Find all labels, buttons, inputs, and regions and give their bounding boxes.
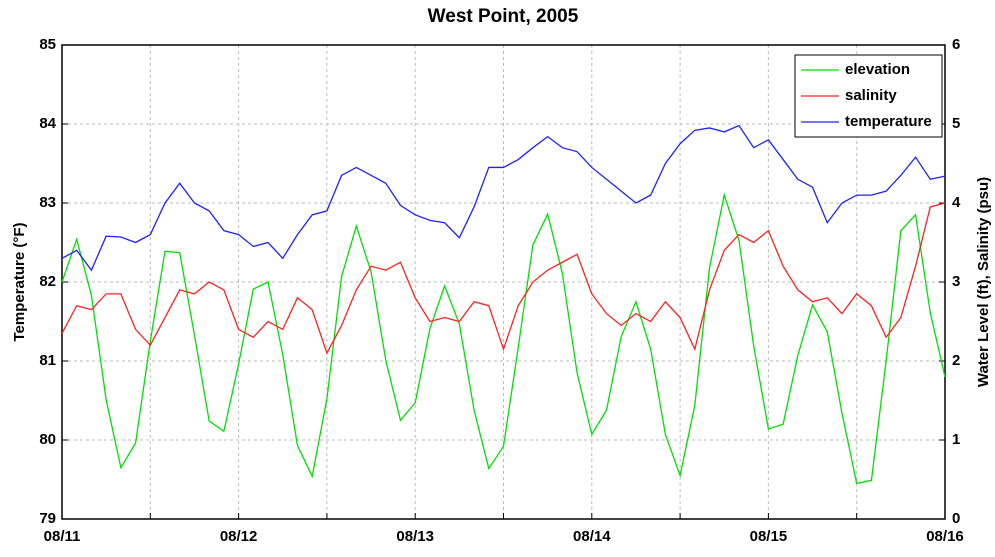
x-tick-label: 08/16	[926, 528, 964, 545]
y2-tick-label: 1	[952, 431, 960, 448]
x-tick-label: 08/11	[44, 528, 81, 545]
y-axis-label: Temperature (°F)	[11, 222, 28, 341]
y-tick-label: 85	[39, 36, 56, 53]
chart-title: West Point, 2005	[428, 6, 579, 27]
y2-tick-label: 0	[952, 510, 960, 527]
y-tick-label: 83	[39, 194, 56, 211]
series-line	[61, 124, 946, 272]
x-tick-label: 08/14	[573, 528, 611, 545]
legend-label: elevation	[845, 61, 910, 78]
series-line	[61, 192, 946, 485]
y-tick-label: 82	[39, 273, 56, 290]
y2-tick-label: 4	[952, 194, 961, 211]
x-tick-label: 08/12	[220, 528, 258, 545]
y2-tick-label: 3	[952, 273, 960, 290]
legend-label: temperature	[845, 113, 932, 130]
y-tick-label: 81	[39, 352, 56, 369]
y2-tick-label: 5	[952, 115, 960, 132]
x-tick-label: 08/15	[750, 528, 788, 545]
legend-label: salinity	[845, 87, 897, 104]
y2-tick-label: 2	[952, 352, 960, 369]
y-tick-label: 79	[39, 510, 56, 527]
y2-tick-label: 6	[952, 36, 960, 53]
x-tick-label: 08/13	[396, 528, 434, 545]
y-tick-label: 80	[39, 431, 56, 448]
series-line	[61, 202, 946, 355]
y-tick-label: 84	[39, 115, 56, 132]
y2-axis-label: Water Level (ft), Salinity (psu)	[975, 177, 992, 387]
